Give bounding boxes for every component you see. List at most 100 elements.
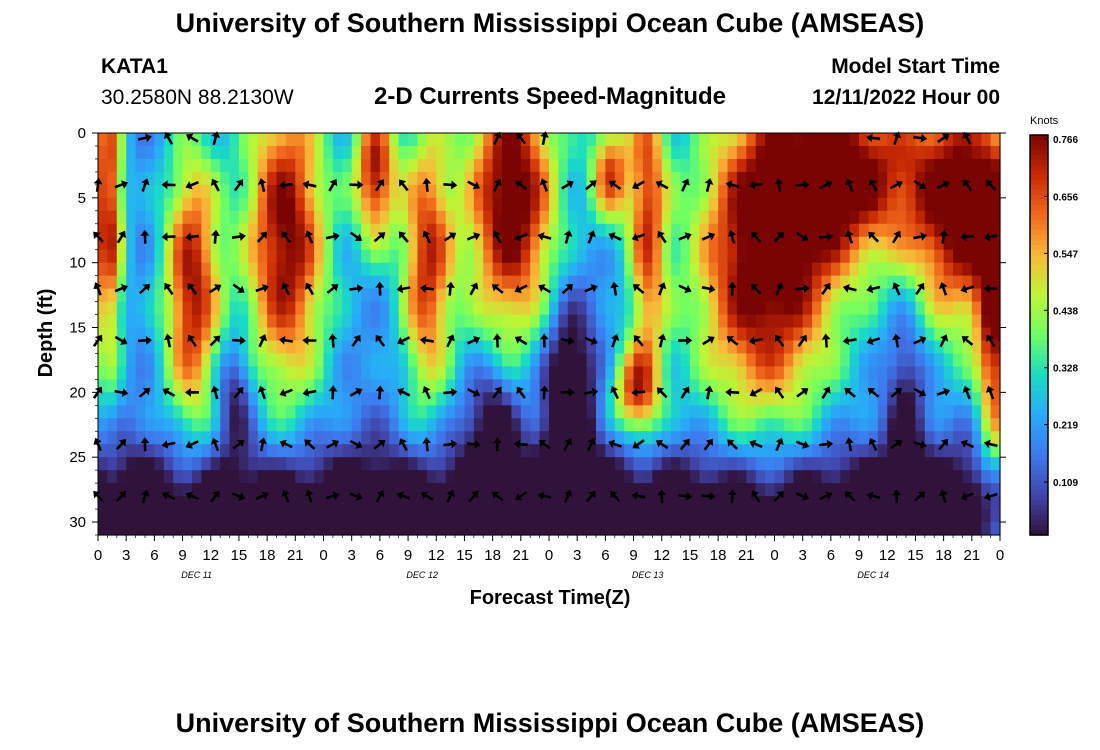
heat-cell: [238, 444, 249, 458]
heat-cell: [567, 353, 578, 368]
heat-cell: [361, 327, 372, 342]
heat-cell: [154, 405, 165, 419]
heat-cell: [464, 288, 475, 303]
heat-cell: [605, 197, 616, 212]
heat-cell: [445, 392, 456, 406]
heat-cell: [417, 483, 428, 497]
heat-cell: [502, 353, 513, 368]
heat-cell: [774, 327, 785, 342]
heat-cell: [426, 210, 437, 225]
heat-cell: [812, 145, 823, 160]
heat-cell: [163, 392, 174, 406]
heat-cell: [549, 353, 559, 368]
heat-cell: [323, 418, 334, 432]
heat-cell: [567, 210, 578, 225]
heat-cell: [595, 314, 606, 329]
heat-cell: [107, 418, 118, 432]
heat-cell: [981, 301, 992, 316]
heat-cell: [558, 470, 569, 484]
heat-cell: [126, 301, 137, 316]
heat-cell: [332, 275, 343, 290]
heat-cell: [661, 223, 672, 238]
heat-cell: [389, 288, 400, 303]
heat-cell: [398, 133, 409, 147]
heat-cell: [417, 405, 428, 419]
heat-cell: [370, 223, 381, 238]
heat-cell: [727, 184, 738, 199]
heat-cell: [802, 275, 813, 290]
heat-cell: [285, 418, 296, 432]
heat-cell: [624, 171, 635, 186]
heat-cell: [614, 418, 625, 432]
heat-cell: [417, 470, 428, 484]
heat-cell: [830, 431, 841, 445]
heat-cell: [689, 133, 700, 147]
heat-cell: [586, 522, 597, 536]
heat-cell: [981, 418, 992, 432]
heat-cell: [173, 340, 184, 355]
heat-cell: [135, 184, 146, 199]
current-arrow: [138, 283, 151, 295]
heat-cell: [549, 236, 559, 251]
heat-cell: [746, 509, 757, 523]
heat-cell: [445, 444, 456, 458]
heat-cell: [173, 444, 184, 458]
heat-cell: [595, 457, 606, 471]
colorbar-segment: [1030, 355, 1048, 361]
heat-cell: [267, 444, 278, 458]
heat-cell: [577, 418, 588, 432]
heat-cell: [511, 340, 522, 355]
x-tick-label: 9: [629, 547, 637, 564]
current-arrow: [211, 229, 220, 244]
heat-cell: [511, 509, 522, 523]
current-arrow: [468, 490, 479, 503]
heat-cell: [624, 366, 635, 380]
heat-cell: [323, 340, 334, 355]
heat-cell: [370, 392, 381, 406]
heat-cell: [295, 509, 306, 523]
heat-cell: [718, 353, 729, 368]
heat-cell: [624, 314, 635, 329]
heat-cell: [746, 223, 757, 238]
heat-cell: [201, 288, 212, 303]
current-arrow: [866, 284, 881, 294]
heat-cell: [163, 366, 174, 380]
heat-cell: [567, 509, 578, 523]
heat-cell: [906, 457, 917, 471]
heat-cell: [802, 249, 813, 264]
heat-cell: [408, 210, 419, 225]
current-arrow: [962, 131, 972, 145]
heat-cell: [586, 379, 597, 393]
heat-cell: [924, 288, 935, 303]
current-arrow: [164, 282, 174, 296]
heat-cell: [332, 366, 343, 380]
heat-cell: [924, 366, 935, 380]
heat-cell: [107, 197, 118, 212]
heat-cell: [276, 197, 287, 212]
heat-cell: [755, 133, 766, 147]
heat-cell: [830, 405, 841, 419]
heat-cell: [887, 405, 898, 419]
heat-cell: [652, 431, 663, 445]
heat-cell: [680, 327, 691, 342]
heat-cell: [708, 145, 719, 160]
current-arrow: [257, 178, 267, 193]
heat-cell: [351, 483, 362, 497]
heat-cell: [708, 275, 719, 290]
heat-cell: [323, 145, 334, 160]
heat-cell: [220, 262, 231, 277]
heat-cell: [370, 470, 381, 484]
heat-cell: [351, 470, 362, 484]
heat-cell: [671, 288, 682, 303]
heat-cell: [812, 470, 823, 484]
heat-cell: [351, 184, 362, 199]
heat-cell: [821, 496, 832, 510]
heat-cell: [859, 210, 870, 225]
heat-cell: [689, 327, 700, 342]
heat-cell: [633, 223, 644, 238]
heat-cell: [539, 353, 550, 368]
heat-cell: [295, 288, 306, 303]
heat-cell: [276, 483, 287, 497]
heat-cell: [971, 496, 982, 510]
heat-cell: [511, 262, 522, 277]
